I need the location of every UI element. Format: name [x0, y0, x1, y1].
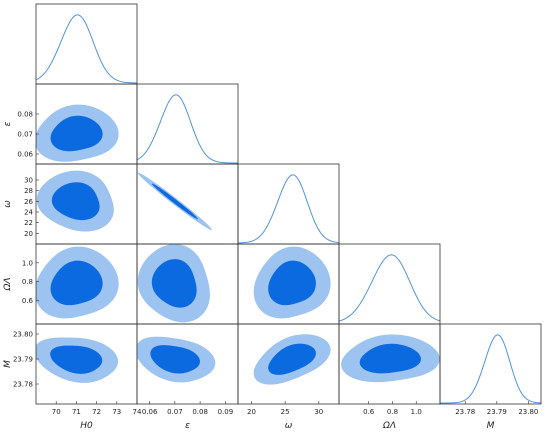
marginal-curve-H0: [36, 14, 137, 84]
panel-frame: [237, 163, 340, 245]
x-tick-label-M: 23.80: [518, 408, 538, 416]
x-tick-label-epsilon: 0.06: [142, 408, 158, 416]
contour-68-H0-epsilon: [50, 115, 103, 152]
marginal-curve-M: [440, 334, 541, 404]
x-tick-label-H0: 70: [52, 408, 61, 416]
y-tick-label-OmegaLambda: 0.6: [22, 297, 34, 305]
contour-panel-omega-OmegaLambda: [253, 246, 331, 319]
contour-68-H0-M: [50, 345, 103, 374]
x-axis-label-M: M: [487, 421, 495, 431]
x-tick-label-OmegaLambda: 0.6: [363, 408, 375, 416]
x-tick-label-OmegaLambda: 0.8: [387, 408, 398, 416]
y-tick-label-M: 23.80: [13, 331, 33, 339]
x-tick-label-M: 23.79: [487, 408, 507, 416]
contour-68-omega-OmegaLambda: [268, 260, 316, 306]
y-axis-label-epsilon: ε: [3, 121, 13, 126]
contour-panel-OmegaLambda-M: [341, 334, 440, 383]
y-tick-label-omega: 22: [24, 219, 33, 227]
panel-frame: [136, 163, 239, 245]
x-tick-label-omega: 20: [247, 408, 256, 416]
contour-68-epsilon-OmegaLambda: [151, 259, 197, 308]
contour-panel-H0-epsilon: [36, 104, 119, 162]
contour-panel-epsilon-OmegaLambda: [137, 244, 210, 323]
marginal-curve-OmegaLambda: [339, 254, 440, 322]
y-tick-label-omega: 30: [24, 177, 33, 185]
contour-panel-H0-OmegaLambda: [36, 246, 119, 319]
marginal-curve-epsilon: [137, 94, 238, 164]
x-axis-label-OmegaLambda: ΩΛ: [382, 421, 396, 431]
contour-panel-H0-M: [36, 337, 119, 383]
marginal-panel-epsilon: [137, 94, 238, 164]
x-tick-label-epsilon: 0.07: [167, 408, 183, 416]
contour-68-omega-M: [268, 343, 316, 375]
x-tick-label-H0: 71: [72, 408, 81, 416]
y-axis-label-omega: ω: [3, 200, 13, 208]
contour-panel-epsilon-omega: [137, 172, 212, 231]
y-tick-label-epsilon: 0.07: [17, 131, 33, 139]
y-tick-label-OmegaLambda: 1.0: [22, 259, 33, 267]
y-tick-label-omega: 24: [24, 209, 33, 217]
contour-68-epsilon-M: [150, 345, 200, 374]
contour-68-H0-OmegaLambda: [50, 260, 103, 306]
x-tick-label-OmegaLambda: 1.0: [411, 408, 422, 416]
panel-frame: [136, 83, 239, 165]
y-tick-label-OmegaLambda: 0.8: [22, 278, 33, 286]
panel-frame: [439, 323, 542, 405]
y-axis-label-M: M: [3, 360, 13, 368]
y-tick-label-epsilon: 0.08: [17, 111, 33, 119]
x-tick-label-epsilon: 0.09: [218, 408, 234, 416]
x-tick-label-omega: 30: [314, 408, 323, 416]
contour-68-H0-omega: [51, 182, 100, 221]
x-tick-label-epsilon: 0.08: [192, 408, 208, 416]
marginal-panel-H0: [36, 14, 137, 84]
x-tick-label-M: 23.78: [455, 408, 475, 416]
y-tick-label-M: 23.79: [13, 356, 33, 364]
x-tick-label-H0: 73: [112, 408, 121, 416]
y-axis-label-OmegaLambda: ΩΛ: [3, 277, 13, 291]
x-axis-label-omega: ω: [285, 421, 293, 431]
marginal-panel-omega: [238, 174, 339, 244]
contour-68-OmegaLambda-M: [359, 343, 421, 374]
x-axis-label-H0: H0: [80, 421, 93, 431]
contour-panel-omega-M: [253, 334, 331, 385]
marginal-curve-omega: [238, 174, 339, 244]
y-tick-label-omega: 26: [24, 198, 33, 206]
panel-frame: [35, 3, 138, 85]
x-tick-label-H0: 74: [133, 408, 142, 416]
x-axis-label-epsilon: ε: [185, 421, 190, 431]
y-tick-label-omega: 28: [24, 187, 33, 195]
marginal-panel-OmegaLambda: [339, 254, 440, 322]
x-tick-label-omega: 25: [281, 408, 290, 416]
y-tick-label-epsilon: 0.06: [17, 151, 33, 159]
y-tick-label-omega: 20: [24, 230, 33, 238]
y-tick-label-M: 23.78: [13, 381, 33, 389]
x-tick-label-H0: 72: [92, 408, 101, 416]
contour-panel-epsilon-M: [137, 336, 216, 383]
marginal-panel-M: [440, 334, 541, 404]
contour-68-epsilon-omega: [151, 183, 198, 220]
contour-panel-H0-omega: [36, 170, 114, 232]
